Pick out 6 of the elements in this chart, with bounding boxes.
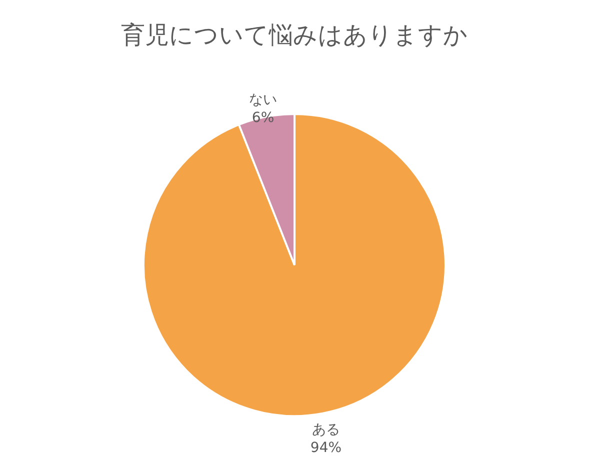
pie-slice bbox=[142, 113, 446, 417]
slice-label: ある bbox=[312, 422, 340, 438]
data-label: 6% bbox=[252, 110, 274, 126]
data-label: 94% bbox=[310, 440, 342, 456]
chart-title: 育児について悩みはありますか bbox=[121, 21, 468, 49]
slice-label: ない bbox=[249, 92, 278, 108]
